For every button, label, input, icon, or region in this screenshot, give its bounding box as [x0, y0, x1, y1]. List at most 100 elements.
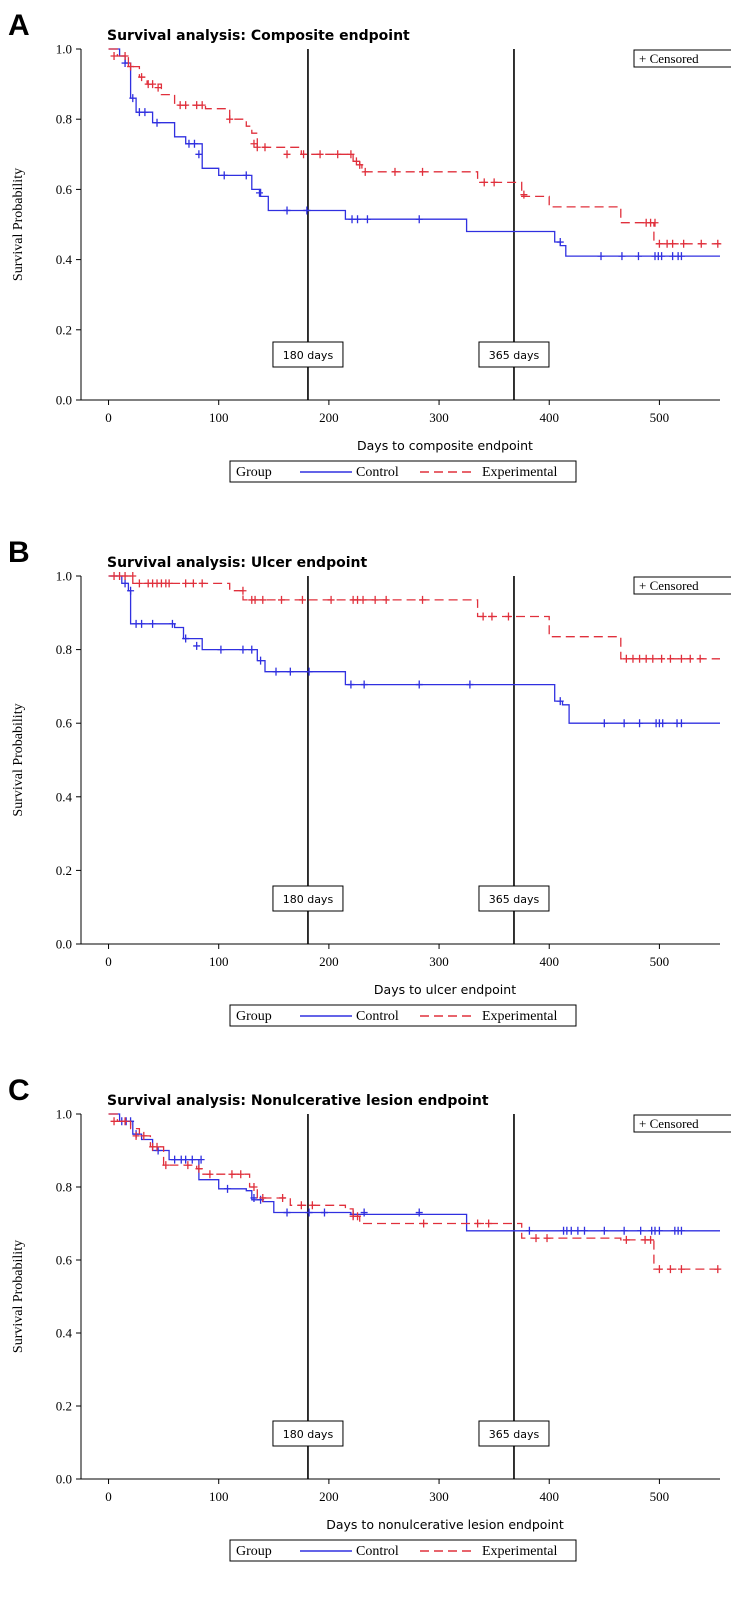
censored-mark [272, 667, 280, 676]
censored-mark [415, 680, 423, 689]
censored-mark [138, 619, 146, 628]
series-experimental [108, 1113, 722, 1274]
censored-mark [121, 579, 129, 588]
censored-mark [488, 612, 496, 621]
censored-mark [636, 719, 644, 728]
y-tick-label: 0.0 [56, 393, 72, 408]
series-experimental [108, 572, 720, 663]
panel-a: A Survival analysis: Composite endpoint 0.… [8, 9, 731, 483]
x-tick-label: 400 [539, 954, 559, 969]
censored-mark [480, 178, 488, 187]
censored-mark [286, 667, 294, 676]
reference-label: 180 days [283, 349, 334, 362]
censored-mark [642, 654, 650, 663]
censored-mark [525, 1226, 533, 1235]
x-tick-label: 500 [650, 1489, 670, 1504]
censored-mark [165, 579, 173, 588]
censored-mark [347, 680, 355, 689]
reference-label: 365 days [489, 349, 540, 362]
censored-legend-box [633, 576, 731, 595]
censored-mark [132, 1131, 140, 1140]
y-tick-label: 0.4 [56, 252, 73, 267]
reference-label-box [272, 885, 344, 912]
censored-mark [153, 1142, 161, 1151]
censored-mark [620, 1226, 628, 1235]
censored-mark [647, 1235, 655, 1244]
censored-mark [354, 1212, 362, 1221]
survival-curve-experimental [108, 1113, 720, 1270]
x-tick-label: 500 [650, 410, 670, 425]
censored-mark [677, 1226, 685, 1235]
censored-mark [283, 150, 291, 159]
censored-mark [305, 1208, 313, 1217]
x-tick-label: 400 [539, 1489, 559, 1504]
censored-mark [261, 143, 269, 152]
censored-mark [253, 143, 261, 152]
censored-mark [680, 239, 688, 248]
y-tick-label: 0.6 [56, 716, 73, 731]
censored-mark [242, 171, 250, 180]
censored-mark [391, 167, 399, 176]
censored-mark [677, 654, 685, 663]
censored-mark [168, 619, 176, 628]
censored-mark [250, 1183, 258, 1191]
censored-mark [190, 139, 198, 148]
reference-label-box [272, 1420, 344, 1447]
censored-legend-label: + Censored [639, 51, 699, 66]
y-axis-label: Survival Probability [11, 1240, 26, 1353]
censored-mark [360, 1208, 368, 1217]
censored-mark [677, 719, 685, 728]
y-tick-label: 1.0 [56, 1107, 72, 1122]
x-tick-label: 100 [209, 410, 229, 425]
censored-mark [600, 719, 608, 728]
y-tick-label: 0.8 [56, 112, 72, 127]
censored-mark [198, 101, 206, 110]
censored-mark [250, 139, 258, 148]
censored-mark [121, 59, 129, 68]
censored-mark [259, 1193, 267, 1202]
censored-mark [580, 1226, 588, 1235]
censored-mark [182, 634, 190, 643]
censored-mark [597, 252, 605, 261]
censored-mark [474, 1219, 482, 1228]
panel-letter: C [8, 1074, 30, 1107]
censored-mark [574, 1226, 582, 1235]
legend-item-control: Control [356, 465, 399, 480]
censored-mark [154, 1146, 162, 1155]
censored-mark [479, 612, 487, 621]
censored-mark [127, 586, 135, 595]
censored-mark [127, 62, 135, 71]
y-tick-label: 1.0 [56, 569, 72, 584]
censored-mark [257, 656, 265, 665]
censored-mark [655, 1265, 663, 1274]
censored-mark [485, 1219, 493, 1228]
x-tick-label: 200 [319, 410, 339, 425]
censored-legend-label: + Censored [639, 578, 699, 593]
legend-item-experimental: Experimental [482, 1544, 558, 1559]
x-tick-label: 100 [209, 954, 229, 969]
chart-title: Survival analysis: Ulcer endpoint [107, 555, 367, 571]
y-tick-label: 0.0 [56, 937, 72, 952]
y-tick-label: 0.2 [56, 1399, 72, 1414]
y-axis-label: Survival Probability [11, 703, 26, 816]
y-tick-label: 0.2 [56, 863, 72, 878]
censored-mark [278, 595, 286, 604]
censored-mark [308, 1201, 316, 1210]
censored-mark [195, 150, 203, 159]
panel-b: B Survival analysis: Ulcer endpoint 0.0 0.2… [8, 536, 731, 1027]
censored-mark [171, 1155, 179, 1164]
censored-mark [206, 1170, 214, 1179]
censored-mark [154, 83, 162, 92]
censored-mark [182, 101, 190, 110]
censored-mark [135, 579, 143, 588]
censored-legend-label: + Censored [639, 1116, 699, 1131]
censored-mark [195, 1164, 203, 1173]
x-tick-label: 0 [105, 954, 112, 969]
y-tick-label: 0.6 [56, 1253, 73, 1268]
survival-curve-experimental [108, 48, 720, 245]
y-tick-label: 0.4 [56, 789, 73, 804]
censored-mark [182, 579, 190, 588]
censored-mark [182, 1155, 190, 1164]
censored-mark [415, 1208, 423, 1217]
censored-mark [129, 94, 137, 103]
